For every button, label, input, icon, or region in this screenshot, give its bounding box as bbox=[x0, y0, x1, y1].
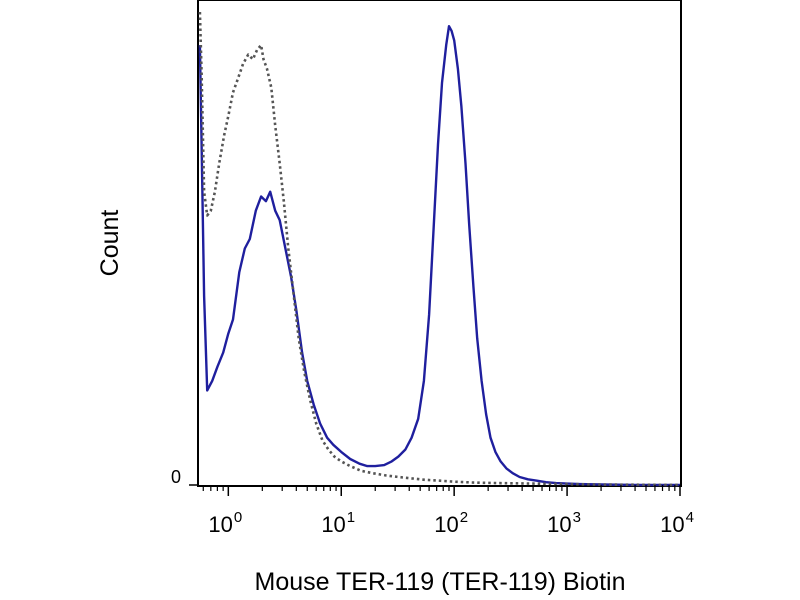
x-tick-label: 103 bbox=[547, 509, 581, 537]
x-tick-label: 101 bbox=[321, 509, 355, 537]
series-line-1 bbox=[198, 11, 681, 487]
plot-frame bbox=[197, 0, 682, 487]
y-axis-ticks: 0 bbox=[171, 467, 199, 487]
x-axis-label: Mouse TER-119 (TER-119) Biotin bbox=[255, 568, 626, 596]
x-axis-ticks: 100 101 102 103 104 bbox=[202, 485, 694, 537]
plot-series-group bbox=[198, 11, 681, 487]
x-tick-label: 104 bbox=[660, 509, 694, 537]
y-tick-label: 0 bbox=[171, 467, 181, 487]
x-tick-label: 100 bbox=[208, 509, 242, 537]
x-tick-label: 102 bbox=[434, 509, 468, 537]
y-axis-label: Count bbox=[96, 210, 124, 277]
series-line-0 bbox=[198, 25, 680, 487]
